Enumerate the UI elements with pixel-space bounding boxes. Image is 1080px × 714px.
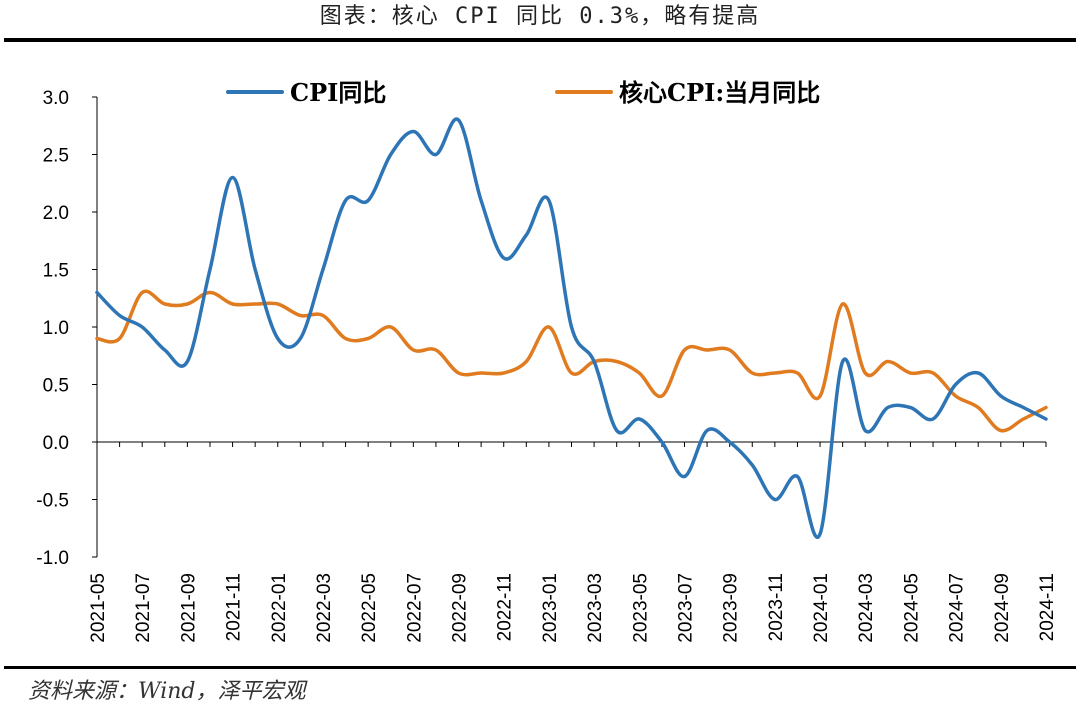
x-tick-label: 2023-01 xyxy=(540,573,561,643)
x-tick-label: 2023-09 xyxy=(721,573,742,643)
y-tick-label: 0.0 xyxy=(43,433,69,454)
top-rule xyxy=(4,38,1076,42)
x-tick-label: 2024-05 xyxy=(901,573,922,643)
x-tick-label: 2023-07 xyxy=(675,573,696,643)
x-tick-label: 2024-11 xyxy=(1037,573,1058,641)
x-tick-label: 2021-09 xyxy=(178,573,199,643)
x-tick-label: 2022-07 xyxy=(404,573,425,643)
x-tick-label: 2022-03 xyxy=(314,573,335,643)
x-tick-label: 2021-11 xyxy=(224,573,245,641)
x-tick-label: 2024-03 xyxy=(856,573,877,643)
y-tick-label: 1.0 xyxy=(43,318,69,339)
x-tick-label: 2023-05 xyxy=(630,573,651,643)
chart-title: 图表：核心 CPI 同比 0.3%，略有提高 xyxy=(319,4,761,29)
x-tick-label: 2022-09 xyxy=(450,573,471,643)
series-line-1 xyxy=(95,289,1048,433)
x-tick-label: 2023-03 xyxy=(585,573,606,643)
x-tick-label: 2022-05 xyxy=(359,573,380,643)
y-tick-label: 0.5 xyxy=(43,376,69,397)
x-tick-label: 2021-05 xyxy=(88,573,109,643)
x-tick-label: 2024-01 xyxy=(811,573,832,643)
x-tick-label: 2024-07 xyxy=(947,573,968,643)
y-tick-label: -1.0 xyxy=(36,548,69,569)
legend-group: CPI同比 核心CPI:当月同比 xyxy=(226,78,820,107)
y-tick-label: 2.0 xyxy=(43,203,69,224)
x-tick-label: 2024-09 xyxy=(992,573,1013,643)
x-tick-label: 2021-07 xyxy=(133,573,154,643)
x-tick-label: 2022-01 xyxy=(269,573,290,643)
legend-label-1: 核心CPI:当月同比 xyxy=(619,78,820,107)
x-tick-label: 2023-11 xyxy=(766,573,787,641)
y-tick-label: 2.5 xyxy=(43,146,69,167)
y-tick-label: 1.5 xyxy=(43,261,69,282)
legend-label-0: CPI同比 xyxy=(290,78,386,107)
axes-group: 3.0 2.5 2.0 1.5 1.0 0.5 0.0 -0.5 -1.0 2021-05 2021… xyxy=(36,88,1058,643)
series-line-0 xyxy=(95,117,1048,539)
bottom-rule xyxy=(4,666,1076,669)
x-tick-label: 2022-11 xyxy=(495,573,516,641)
series-lines-group xyxy=(95,117,1048,539)
y-tick-label: 3.0 xyxy=(43,88,69,109)
source-note: 资料来源：Wind，泽平宏观 xyxy=(28,679,306,704)
y-tick-label: -0.5 xyxy=(36,491,69,512)
